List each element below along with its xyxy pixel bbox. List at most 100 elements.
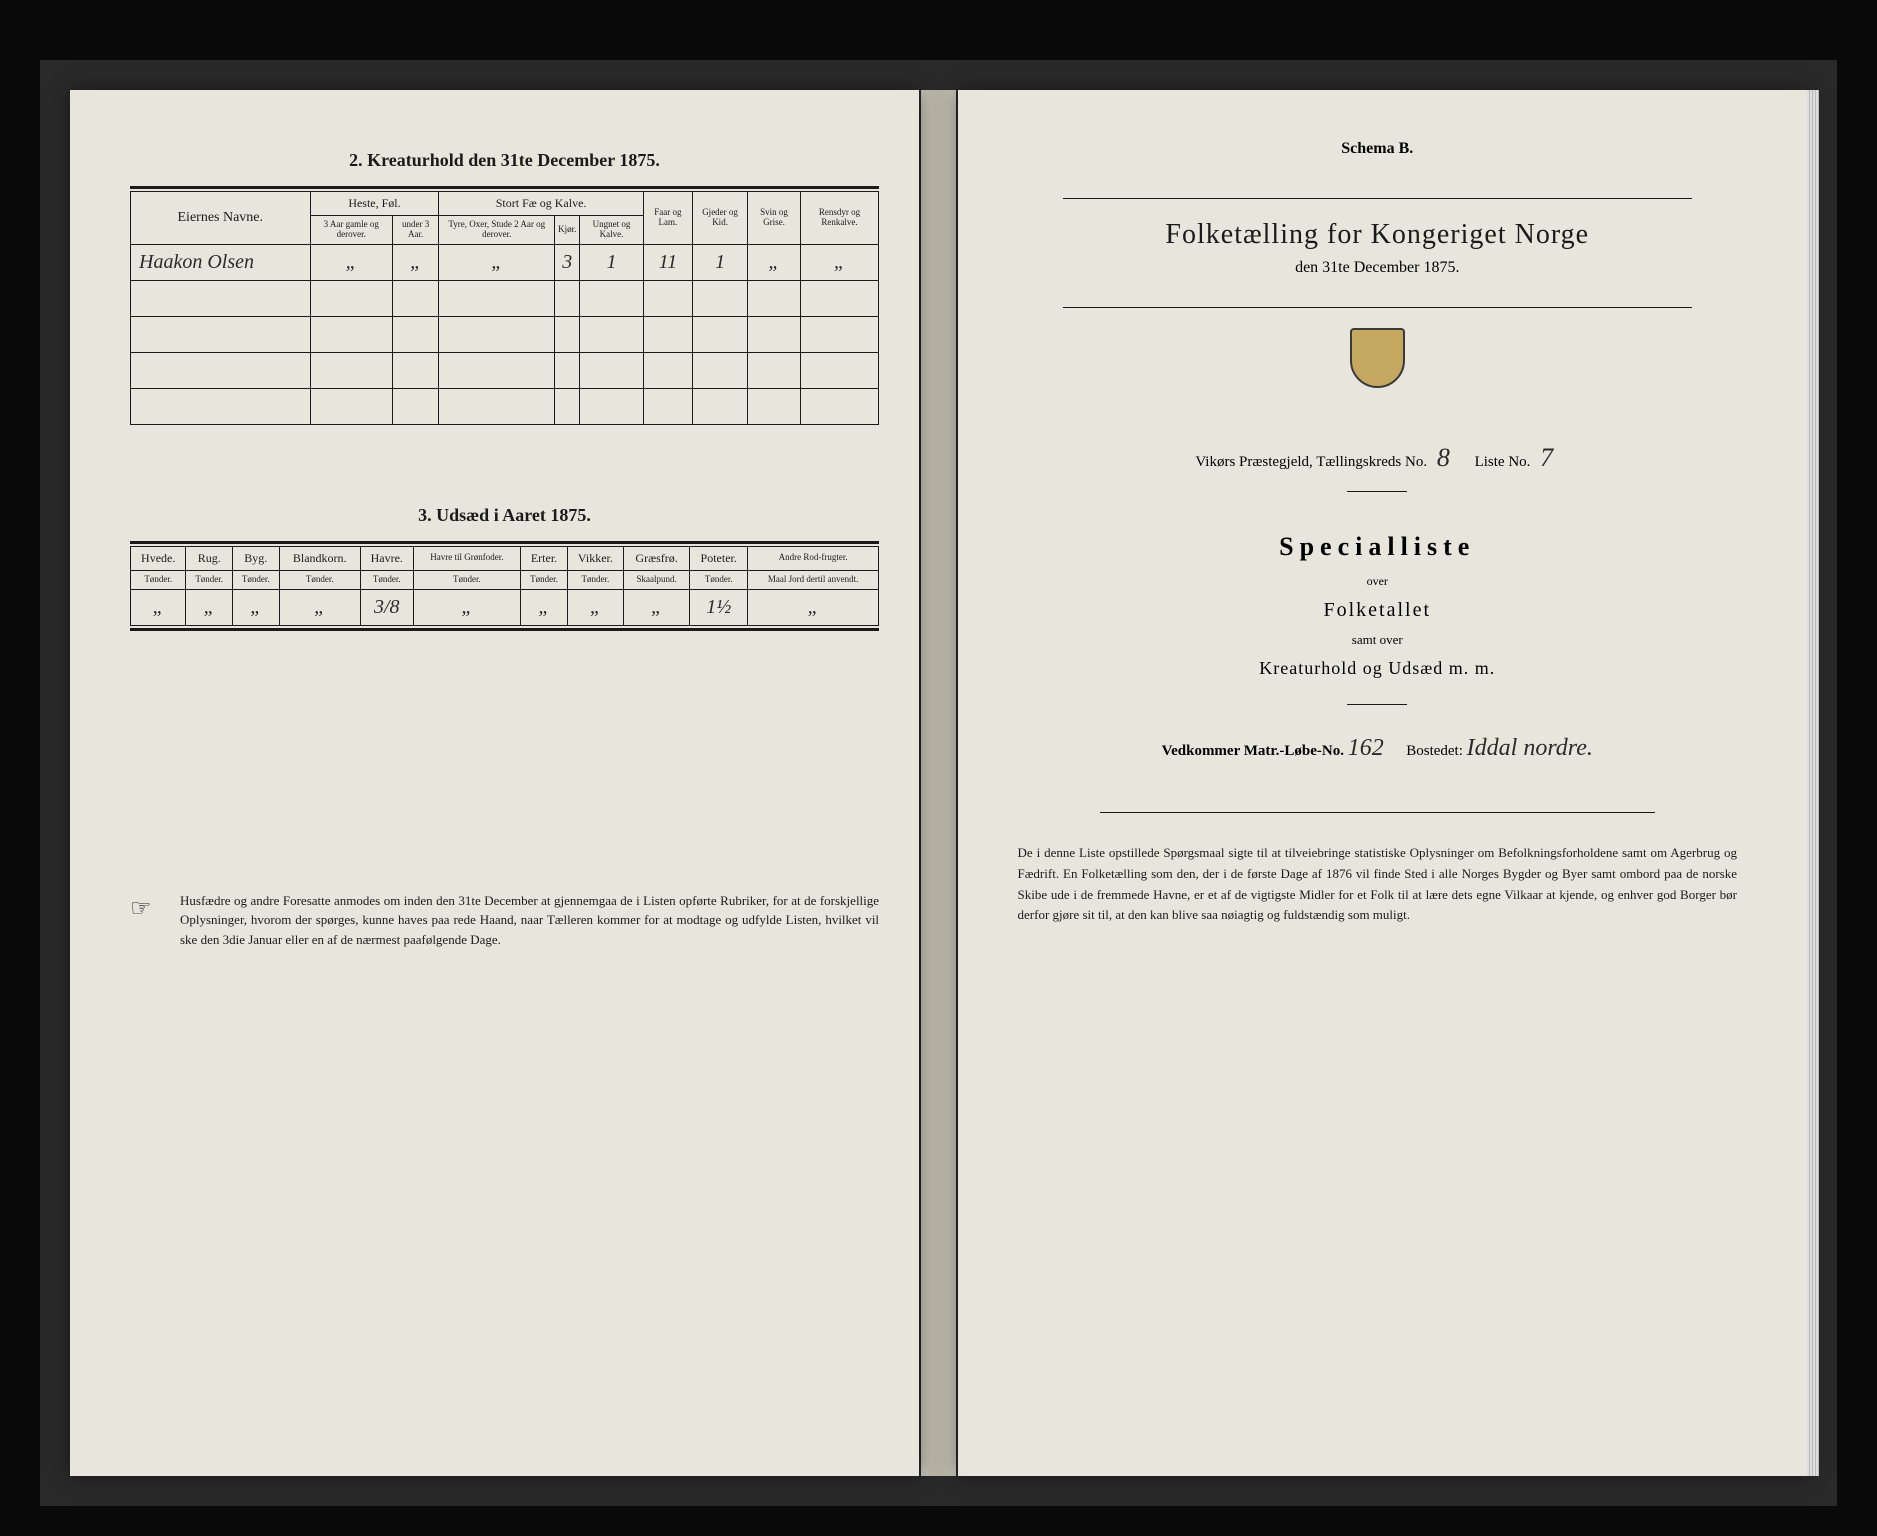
col-stort1: Tyre, Oxer, Stude 2 Aar og derover. <box>439 216 555 245</box>
cell: „ <box>748 589 879 625</box>
short-rule <box>1347 491 1407 492</box>
left-footer-note: ☞ Husfædre og andre Foresatte anmodes om… <box>130 891 879 950</box>
census-date: den 31te December 1875. <box>1008 259 1747 277</box>
page-edges <box>1807 90 1819 1476</box>
cell: 11 <box>643 244 692 280</box>
seed-table: Hvede. Rug. Byg. Blandkorn. Havre. Havre… <box>130 546 879 626</box>
cell: „ <box>521 589 568 625</box>
unit: Tønder. <box>232 570 279 589</box>
cell: „ <box>186 589 233 625</box>
rule <box>1063 307 1692 308</box>
cell-owner: Haakon Olsen <box>131 244 311 280</box>
cell: „ <box>392 244 439 280</box>
table-row-empty <box>131 316 879 352</box>
section-2-title: 2. Kreaturhold den 31te December 1875. <box>130 150 879 171</box>
col: Rug. <box>186 546 233 570</box>
liste-number: 7 <box>1540 443 1553 472</box>
col: Havre. <box>360 546 413 570</box>
cell: 3/8 <box>360 589 413 625</box>
vedkommer-label: Vedkommer Matr.-Løbe-No. <box>1162 743 1344 759</box>
specialliste-heading: Specialliste <box>1008 532 1747 562</box>
right-page: Schema B. Folketælling for Kongeriget No… <box>958 90 1807 1476</box>
col: Andre Rod-frugter. <box>748 546 879 570</box>
unit: Tønder. <box>131 570 186 589</box>
matr-number: 162 <box>1348 735 1384 761</box>
samt-label: samt over <box>1008 632 1747 648</box>
left-page: 2. Kreaturhold den 31te December 1875. E… <box>70 90 919 1476</box>
col: Blandkorn. <box>279 546 360 570</box>
footer-text: Husfædre og andre Foresatte anmodes om i… <box>180 891 879 950</box>
liste-label: Liste No. <box>1475 454 1531 470</box>
table-row: Haakon Olsen „ „ „ 3 1 11 1 „ „ <box>131 244 879 280</box>
col-svin: Svin og Grise. <box>748 192 801 245</box>
section-3-title: 3. Udsæd i Aaret 1875. <box>130 505 879 526</box>
grp-heste: Heste, Føl. <box>310 192 439 216</box>
col-stort3: Ungnet og Kalve. <box>580 216 643 245</box>
col-heste2: under 3 Aar. <box>392 216 439 245</box>
grp-stort: Stort Fæ og Kalve. <box>439 192 643 216</box>
right-footer-text: De i denne Liste opstillede Spørgsmaal s… <box>1008 843 1747 926</box>
cell: „ <box>624 589 690 625</box>
bostedet-value: Iddal nordre. <box>1467 735 1593 761</box>
kreatur-heading: Kreaturhold og Udsæd m. m. <box>1008 658 1747 679</box>
col-gjed: Gjeder og Kid. <box>693 192 748 245</box>
col: Vikker. <box>567 546 623 570</box>
kreds-number: 8 <box>1437 443 1450 472</box>
cell: 1 <box>693 244 748 280</box>
col-faar: Faar og Lam. <box>643 192 692 245</box>
rule <box>1100 812 1655 813</box>
census-title: Folketælling for Kongeriget Norge <box>1008 219 1747 251</box>
col: Erter. <box>521 546 568 570</box>
unit: Tønder. <box>279 570 360 589</box>
cell: „ <box>232 589 279 625</box>
cell: „ <box>413 589 521 625</box>
book-spine <box>921 90 955 1476</box>
folketallet-heading: Folketallet <box>1008 599 1747 622</box>
cell: „ <box>131 589 186 625</box>
short-rule <box>1347 704 1407 705</box>
col: Poteter. <box>690 546 748 570</box>
table-row-empty <box>131 280 879 316</box>
cell: 1 <box>580 244 643 280</box>
pointing-hand-icon: ☞ <box>130 891 170 950</box>
cell: 1½ <box>690 589 748 625</box>
unit: Tønder. <box>521 570 568 589</box>
parish-label: Vikørs Præstegjeld, Tællingskreds No. <box>1195 454 1427 470</box>
col: Havre til Grønfoder. <box>413 546 521 570</box>
cell: „ <box>439 244 555 280</box>
col-stort2: Kjør. <box>555 216 580 245</box>
unit: Tønder. <box>567 570 623 589</box>
rule <box>130 541 879 544</box>
rule <box>1063 198 1692 199</box>
parish-line: Vikørs Præstegjeld, Tællingskreds No. 8 … <box>1008 443 1747 473</box>
cell: „ <box>748 244 801 280</box>
cell: „ <box>279 589 360 625</box>
cell: „ <box>310 244 392 280</box>
col: Byg. <box>232 546 279 570</box>
col-heste1: 3 Aar gamle og derover. <box>310 216 392 245</box>
coat-of-arms-icon: ♔ <box>1342 328 1412 413</box>
unit: Maal Jord dertil anvendt. <box>748 570 879 589</box>
table-row: „ „ „ „ 3/8 „ „ „ „ 1½ „ <box>131 589 879 625</box>
scanned-book-spread: 2. Kreaturhold den 31te December 1875. E… <box>40 60 1837 1506</box>
vedkommer-line: Vedkommer Matr.-Løbe-No. 162 Bostedet: I… <box>1008 735 1747 762</box>
over-label: over <box>1008 574 1747 589</box>
bostedet-label: Bostedet: <box>1406 743 1463 759</box>
cell: „ <box>567 589 623 625</box>
col: Græsfrø. <box>624 546 690 570</box>
col-owner: Eiernes Navne. <box>131 192 311 245</box>
table-row-empty <box>131 352 879 388</box>
rule <box>130 186 879 189</box>
unit: Tønder. <box>360 570 413 589</box>
livestock-table: Eiernes Navne. Heste, Føl. Stort Fæ og K… <box>130 191 879 425</box>
unit: Skaalpund. <box>624 570 690 589</box>
table-row-empty <box>131 388 879 424</box>
col: Hvede. <box>131 546 186 570</box>
schema-label: Schema B. <box>1008 140 1747 158</box>
unit: Tønder. <box>413 570 521 589</box>
unit: Tønder. <box>690 570 748 589</box>
unit: Tønder. <box>186 570 233 589</box>
cell: „ <box>800 244 878 280</box>
col-ren: Rensdyr og Renkalve. <box>800 192 878 245</box>
rule <box>130 628 879 631</box>
